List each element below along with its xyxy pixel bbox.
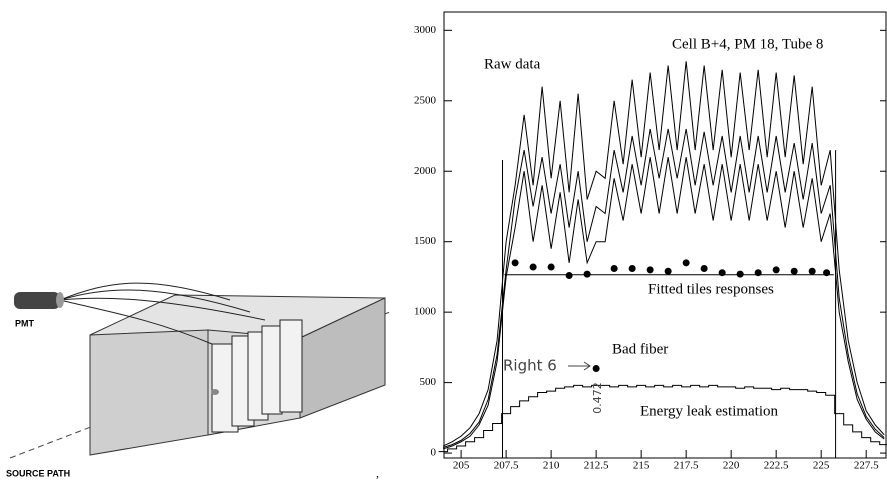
fiber (59, 299, 213, 345)
data-point (565, 272, 573, 280)
y-tick-label: 1500 (414, 235, 437, 247)
annotation: 0.472 (591, 382, 604, 414)
data-line (442, 128, 885, 448)
data-point (754, 269, 762, 277)
fiber (59, 289, 251, 313)
annotation: Bad fiber (612, 341, 668, 357)
y-tick-label: 500 (420, 376, 437, 388)
fiber (59, 297, 266, 321)
y-tick-label: 2500 (414, 94, 437, 106)
data-point (583, 270, 591, 278)
annotation: Energy leak estimation (640, 403, 779, 419)
data-point (790, 267, 798, 275)
y-tick-label: 3000 (414, 24, 437, 36)
y-tick-label: 0 (431, 447, 437, 459)
source (211, 389, 219, 395)
data-point (772, 266, 780, 274)
x-tick-label: 220 (723, 460, 740, 472)
data-point (511, 259, 519, 267)
data-point (808, 267, 816, 275)
pmt-window (56, 292, 64, 308)
block-front (89, 329, 209, 456)
data-point (718, 269, 726, 277)
x-tick-label: 215 (633, 460, 650, 472)
data-point (664, 267, 672, 275)
x-tick-label: 227.5 (854, 460, 879, 472)
tiles (211, 319, 303, 433)
data-point (682, 259, 690, 267)
pmt-label: PMT (15, 318, 35, 328)
arrow (568, 361, 591, 371)
data-line (442, 157, 885, 450)
y-tick-label: 2000 (414, 165, 437, 177)
data-point (628, 264, 636, 272)
x-tick-label: 207.5 (494, 460, 519, 472)
x-tick-label: 205 (453, 460, 470, 472)
data-point (529, 263, 537, 271)
annotation: Fitted tiles responses (648, 281, 774, 297)
data-point (823, 269, 831, 277)
data-point (736, 270, 744, 278)
x-tick-label: 225 (813, 460, 830, 472)
data-point (700, 264, 708, 272)
data-point (646, 266, 654, 274)
x-tick-label: 222.5 (764, 460, 789, 472)
x-tick-label: 217.5 (674, 460, 699, 472)
fiber (59, 282, 231, 301)
tile (261, 325, 283, 415)
source-path-label: SOURCE PATH (6, 468, 70, 478)
x-tick-label: 210 (543, 460, 560, 472)
plot: 0 500 1000 1500 2000 2500 3000 205 207.5 210 212.5… (414, 11, 887, 472)
plot-frame (443, 11, 887, 459)
annotation: Raw data (484, 56, 541, 72)
fibers (59, 282, 266, 345)
data-point (592, 365, 600, 373)
annotation: Cell B+4, PM 18, Tube 8 (672, 36, 823, 52)
data-point (610, 264, 618, 272)
data-line (442, 61, 885, 447)
x-tick-label: 212.5 (584, 460, 609, 472)
tile (279, 319, 303, 413)
y-tick-label: 1000 (414, 306, 437, 318)
separator: , (376, 466, 379, 480)
data-point (547, 263, 555, 271)
annotation: Right 6 (503, 357, 557, 375)
detector-diagram: PMT SOURCE PATH , (6, 282, 391, 480)
pmt (14, 292, 60, 309)
histogram-line (438, 384, 887, 453)
